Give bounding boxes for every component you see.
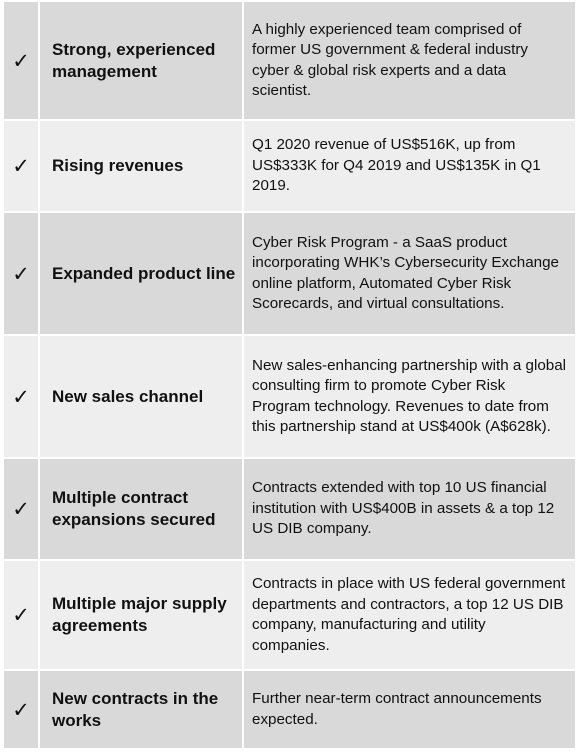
table-row: ✓ Expanded product line Cyber Risk Progr… [2,211,577,336]
row-description: Contracts in place with US federal gover… [252,575,566,654]
row-description: Cyber Risk Program - a SaaS product inco… [252,233,559,313]
row-description: Further near-term contract announcements… [252,690,542,728]
table-row: ✓ New sales channel New sales-enhancing … [2,334,577,459]
row-title: Multiple major supply agreements [52,594,227,635]
table-row: ✓ Strong, experienced management A highl… [2,0,577,121]
checkmark-icon: ✓ [12,603,30,627]
table-row: ✓ Rising revenues Q1 2020 revenue of US$… [2,119,577,213]
row-description: Q1 2020 revenue of US$516K, up from US$3… [252,136,541,195]
row-description: Contracts extended with top 10 US financ… [252,479,555,538]
checkmark-icon: ✓ [12,261,30,286]
checkmark-icon: ✓ [12,497,30,521]
checkmark-icon: ✓ [12,154,30,178]
table-row: ✓ New contracts in the works Further nea… [2,669,577,750]
row-description: A highly experienced team comprised of f… [252,20,529,100]
row-title: New sales channel [52,386,204,406]
checkmark-icon: ✓ [12,697,30,722]
row-title: Rising revenues [52,156,184,175]
checkmark-icon: ✓ [12,384,30,409]
row-title: Strong, experienced management [52,39,216,81]
table-row: ✓ Multiple contract expansions secured C… [2,457,577,561]
row-title: New contracts in the works [52,688,219,730]
checkmark-icon: ✓ [12,48,30,73]
row-description: New sales-enhancing partnership with a g… [252,356,567,436]
table-row: ✓ Multiple major supply agreements Contr… [2,559,577,671]
row-title: Multiple contract expansions secured [52,488,216,529]
row-title: Expanded product line [52,263,236,283]
